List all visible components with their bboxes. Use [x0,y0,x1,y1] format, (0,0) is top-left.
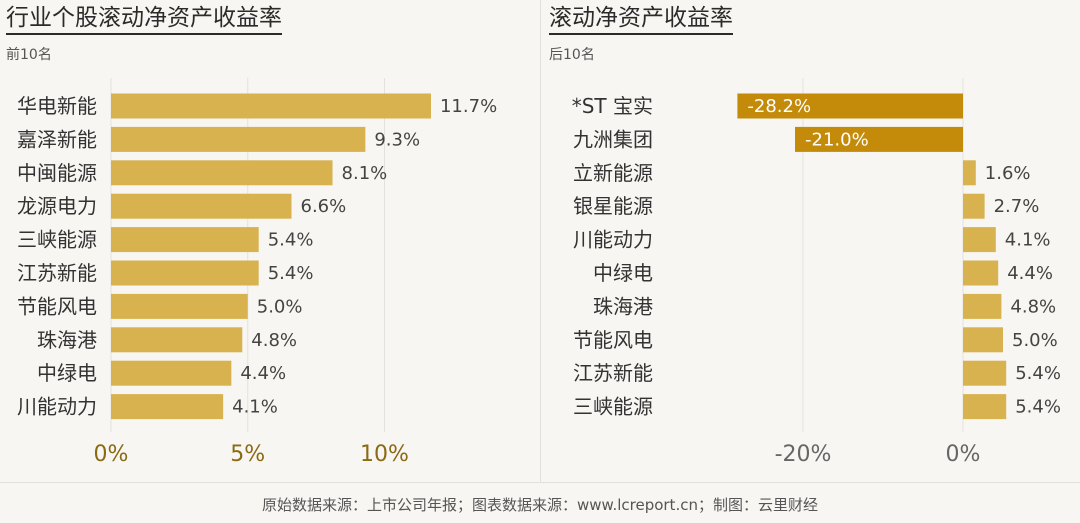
top10-bar-chart: 华电新能 11.7% 嘉泽新能 9.3% 中闽能源 8.1% 龙源电力 6.6% 三峡能源 5.4… [17,78,497,467]
category-label: 节能风电 [17,294,97,318]
value-label: 5.4% [1015,363,1061,384]
value-label: 4.4% [240,363,286,384]
bar [111,227,259,253]
bar [963,394,1007,420]
value-label: -28.2% [747,96,811,117]
value-label: 5.4% [1015,397,1061,418]
category-label: 中绿电 [37,361,97,385]
value-label: 5.0% [1012,330,1058,351]
bar [963,293,1002,319]
value-label: 5.4% [268,230,314,251]
value-label: 5.4% [268,263,314,284]
bar [963,227,996,253]
bar [963,360,1007,386]
chart-subtitle: 后10名 [549,47,595,63]
bar [795,126,963,152]
bar [963,327,1003,353]
bottom10-chart-panel: 滚动净资产收益率 后10名 *ST 宝实 -28.2% 九洲集团 -21.0% 立新能源… [541,0,1080,478]
category-label: 川能动力 [17,395,97,419]
category-label: 中绿电 [593,261,653,285]
source-note: 原始数据来源：上市公司年报；图表数据来源：www.lcreport.cn；制图：… [262,496,818,514]
value-label: 4.1% [232,397,278,418]
bar [737,93,963,119]
value-label: 4.8% [1010,296,1056,317]
bar [963,260,999,286]
x-tick-label: 5% [230,442,265,467]
category-label: 江苏新能 [17,261,97,285]
category-label: 三峡能源 [573,395,653,419]
value-label: 4.4% [1007,263,1053,284]
bottom10-bar-chart: *ST 宝实 -28.2% 九洲集团 -21.0% 立新能源 1.6% 银星能源 2.7% 川能… [572,78,1061,467]
bar [963,193,985,219]
top10-chart-panel: 行业个股滚动净资产收益率 前10名 华电新能 11.7% 嘉泽新能 9.3% 中闽能源 8… [0,0,540,478]
value-label: 2.7% [994,196,1040,217]
category-label: 立新能源 [573,161,653,185]
category-label: 三峡能源 [17,228,97,252]
value-label: 9.3% [374,129,420,150]
category-label: 川能动力 [573,228,653,252]
category-label: 江苏新能 [573,361,653,385]
value-label: 5.0% [257,296,303,317]
category-label: 嘉泽新能 [17,127,97,151]
value-label: 6.6% [301,196,347,217]
category-label: *ST 宝实 [572,94,653,118]
value-label: -21.0% [805,129,869,150]
panel-divider [540,0,541,482]
bar [111,260,259,286]
value-label: 4.1% [1005,230,1051,251]
bar [963,160,976,186]
x-tick-label: 0% [94,442,129,467]
chart-title: 滚动净资产收益率 [549,4,733,35]
bar [111,394,224,420]
bar [111,126,366,152]
category-label: 中闽能源 [17,161,97,185]
value-label: 1.6% [985,163,1031,184]
category-label: 华电新能 [17,94,97,118]
x-tick-label: 0% [946,442,981,467]
bar [111,93,431,119]
chart-title: 行业个股滚动净资产收益率 [6,4,282,35]
x-tick-label: -20% [775,442,832,467]
value-label: 4.8% [251,330,297,351]
category-label: 珠海港 [593,294,653,318]
category-label: 节能风电 [573,328,653,352]
bar [111,360,232,386]
bar [111,293,248,319]
value-label: 8.1% [342,163,388,184]
category-label: 珠海港 [37,328,97,352]
x-tick-label: 10% [360,442,409,467]
bar [111,193,292,219]
category-label: 九洲集团 [573,127,653,151]
bar [111,327,243,353]
bar [111,160,333,186]
value-label: 11.7% [440,96,497,117]
category-label: 龙源电力 [17,194,97,218]
category-label: 银星能源 [573,194,653,218]
footer-divider [0,482,1080,483]
chart-subtitle: 前10名 [6,47,52,63]
